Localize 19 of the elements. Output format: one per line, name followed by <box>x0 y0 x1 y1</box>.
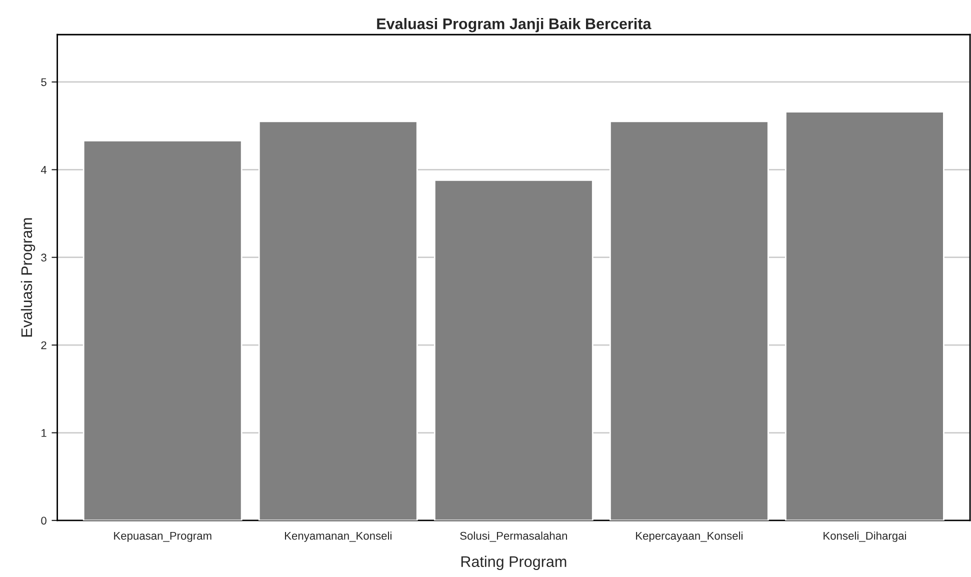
x-tick-label: Konseli_Dihargai <box>824 532 906 542</box>
x-tick-label: Kepuasan_Program <box>114 532 212 542</box>
y-tick-label: 4 <box>40 166 47 174</box>
bar <box>610 120 769 520</box>
bar <box>785 111 944 520</box>
bar <box>82 140 242 520</box>
x-tick-label: Kenyamanan_Konseli <box>284 532 392 542</box>
chart-title: Evaluasi Program Janji Baik Bercerita <box>377 18 652 32</box>
y-tick-label: 1 <box>42 429 46 437</box>
y-tick-label: 0 <box>41 516 46 525</box>
y-tick-label: 5 <box>41 78 46 86</box>
y-tick-label: 2 <box>41 341 46 350</box>
bar <box>258 120 418 520</box>
x-axis-title: Rating Program <box>461 556 566 570</box>
x-tick-label: Solusi_Permasalahan <box>460 532 567 542</box>
x-tick-label: Kepercayaan_Konseli <box>636 532 742 542</box>
y-tick-label: 3 <box>41 254 46 262</box>
y-axis-title: Evaluasi Program <box>20 218 36 337</box>
bar <box>434 180 594 520</box>
